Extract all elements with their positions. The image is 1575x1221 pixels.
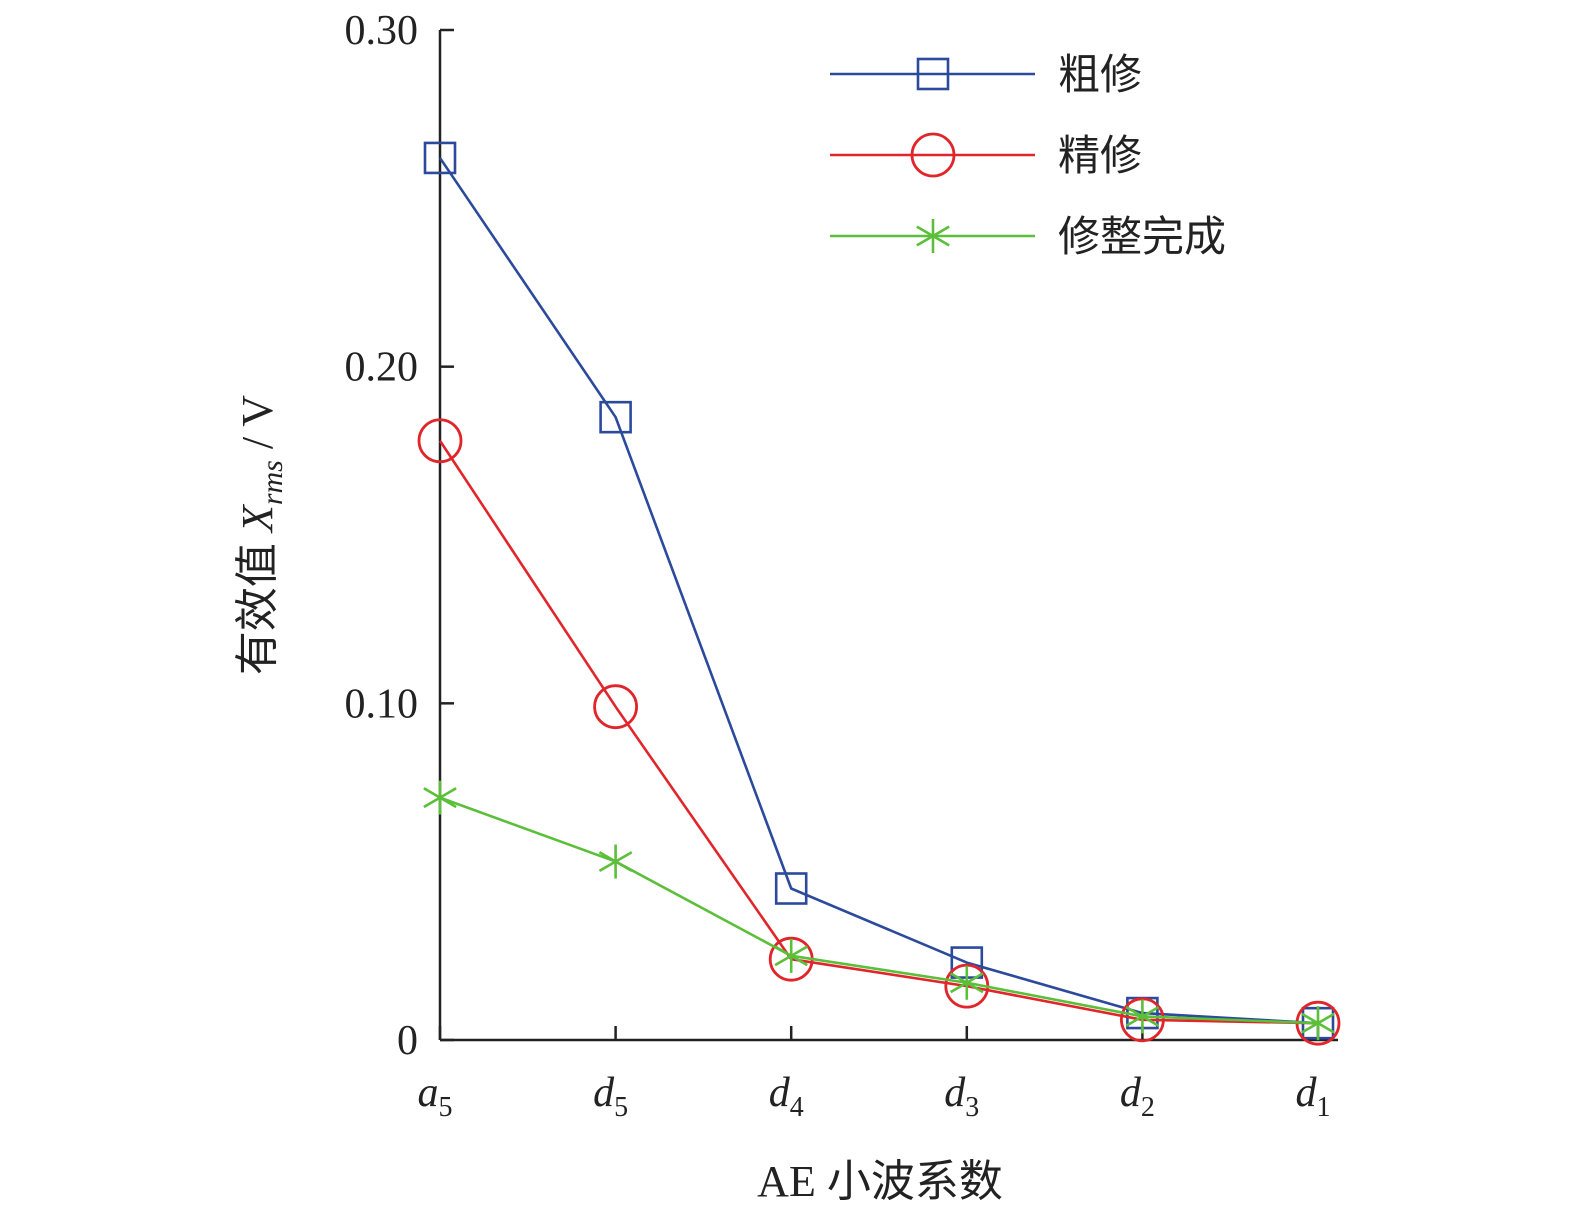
x-tick-label: d4 (769, 1070, 804, 1123)
data-point (423, 780, 457, 815)
x-tick-label: d2 (1120, 1070, 1155, 1123)
asterisk-stroke (1301, 1012, 1335, 1034)
x-axis-title: AE 小波系数 (757, 1157, 1003, 1206)
x-tick-label: d5 (593, 1070, 628, 1123)
y-tick-label: 0.30 (345, 8, 419, 54)
data-point (593, 684, 638, 730)
asterisk-stroke (774, 945, 809, 967)
series-1 (423, 141, 1335, 1040)
axes (438, 30, 1338, 1042)
x-tick-label: d1 (1296, 1070, 1331, 1123)
asterisk-stroke (916, 225, 950, 247)
asterisk-stroke (1125, 1005, 1160, 1027)
y-tick-label: 0.10 (345, 681, 419, 727)
legend-label: 修整完成 (1058, 212, 1226, 261)
series-line (438, 157, 1319, 1025)
y-tick-label: 0.20 (345, 345, 419, 391)
data-point (774, 938, 809, 973)
legend-item: 精修 (830, 131, 1142, 180)
legend-marker (916, 57, 950, 91)
y-tick-label: 0 (397, 1018, 418, 1064)
asterisk-stroke (598, 851, 633, 873)
legend-marker (910, 132, 956, 178)
x-axis-ticks: a5 d5 d4 d3 d2 d1 (418, 1026, 1331, 1123)
asterisk-stroke (423, 787, 457, 809)
series-layer (417, 141, 1341, 1046)
x-tick-label: a5 (418, 1070, 453, 1123)
legend-label: 精修 (1058, 131, 1142, 180)
series-3 (423, 780, 1335, 1041)
legend-label: 粗修 (1058, 50, 1142, 99)
y-axis-ticks: 0 0.10 0.20 0.30 (345, 8, 454, 1064)
legend-item: 修整完成 (830, 212, 1226, 261)
data-point (423, 141, 457, 175)
data-point (1120, 997, 1165, 1043)
data-point (1125, 999, 1160, 1034)
data-point (417, 418, 463, 464)
y-axis-title: 有效值 Xrms / V (233, 395, 289, 675)
data-point (949, 965, 984, 1000)
series-2 (417, 418, 1341, 1046)
asterisk-stroke (949, 972, 984, 994)
data-point (598, 844, 633, 879)
legend-item: 粗修 (830, 50, 1142, 99)
data-point (599, 400, 632, 434)
axis-titles: AE 小波系数 有效值 Xrms / V (233, 395, 1003, 1206)
x-tick-label: d3 (944, 1070, 979, 1123)
data-point (774, 872, 808, 905)
series-line (439, 796, 1319, 1025)
data-point (1301, 1006, 1335, 1041)
legend-marker (916, 219, 950, 253)
series-line (438, 440, 1319, 1025)
